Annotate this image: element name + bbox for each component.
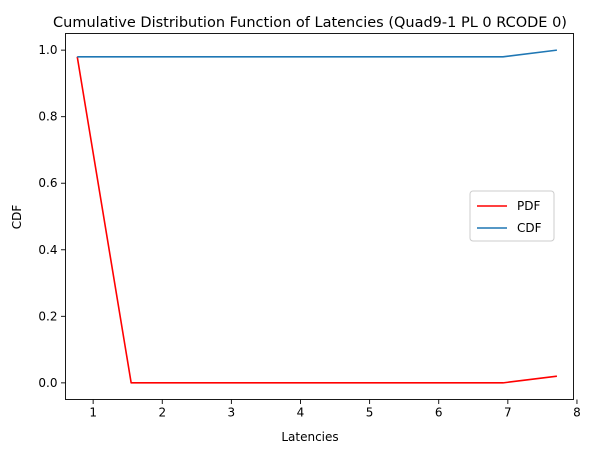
legend-label-cdf: CDF: [517, 221, 542, 235]
x-axis-ticks: 1 2 3 4 5 6 7 8: [89, 399, 581, 420]
x-tick-label: 6: [435, 406, 443, 420]
y-tick-label: 0.2: [38, 309, 57, 323]
y-tick-label: 0.6: [38, 176, 57, 190]
series-line-pdf: [76, 56, 558, 384]
series-layer: [76, 49, 558, 384]
y-tick-label: 0.8: [38, 110, 57, 124]
legend-label-pdf: PDF: [517, 199, 540, 213]
x-tick-label: 2: [158, 406, 166, 420]
x-tick-label: 5: [366, 406, 374, 420]
y-tick-label: 0.0: [38, 376, 57, 390]
x-tick-label: 8: [573, 406, 581, 420]
legend: PDF CDF: [469, 190, 555, 242]
y-axis-ticks: 0.0 0.2 0.4 0.6 0.8 1.0: [38, 43, 66, 390]
y-tick-label: 0.4: [38, 243, 57, 257]
x-tick-label: 3: [228, 406, 236, 420]
x-tick-label: 4: [297, 406, 305, 420]
x-tick-label: 7: [504, 406, 512, 420]
plot-frame: [65, 33, 574, 400]
chart-title: Cumulative Distribution Function of Late…: [53, 15, 567, 31]
x-tick-label: 1: [89, 406, 97, 420]
y-axis-label: CDF: [10, 205, 24, 230]
y-tick-label: 1.0: [38, 43, 57, 57]
plot-area: [65, 33, 574, 400]
x-axis-label: Latencies: [281, 430, 338, 444]
series-line-cdf: [77, 49, 558, 58]
